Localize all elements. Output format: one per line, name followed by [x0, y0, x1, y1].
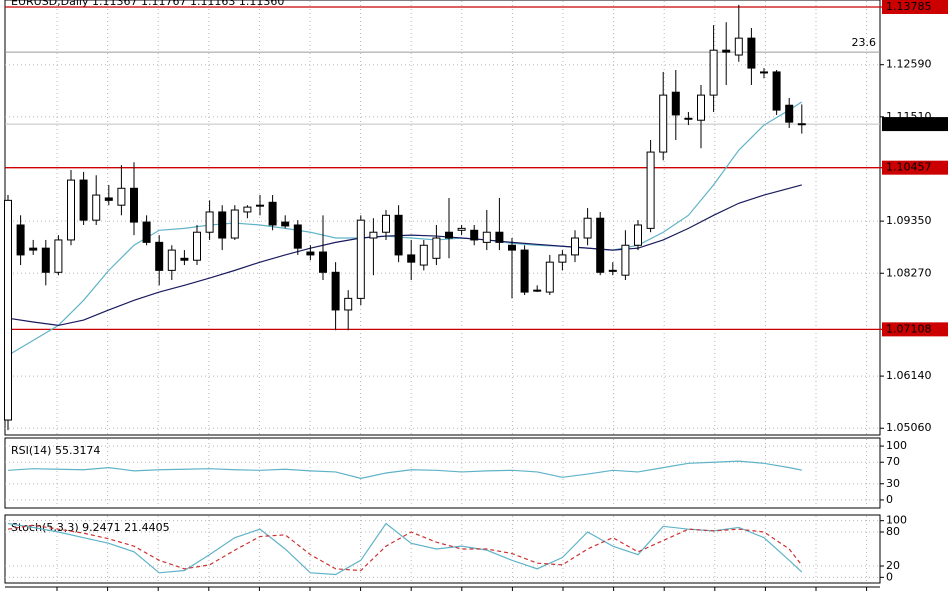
candle-body [608, 269, 617, 272]
candle-body [747, 37, 756, 69]
y-tick-label: 100 [886, 514, 907, 527]
y-tick-label: 0 [886, 493, 893, 506]
panel-title: EURUSD,Daily 1.11367 1.11767 1.11163 1.1… [11, 0, 284, 8]
moving-average [7, 101, 803, 356]
candle-body [180, 257, 189, 261]
candle-body [646, 151, 655, 229]
indicator-line [7, 524, 803, 572]
candle-body [558, 254, 567, 263]
candle-body [331, 271, 340, 311]
candle-body [41, 247, 50, 273]
panel-frame [4, 514, 881, 584]
candle-body [671, 91, 680, 116]
candle-body [142, 221, 151, 243]
candle-body [218, 211, 227, 239]
last-price-label: 1.11360 [886, 117, 932, 130]
candle-body [697, 94, 705, 121]
candle-body [243, 206, 252, 213]
level-label-box [882, 322, 948, 337]
y-tick-label: 1.06140 [886, 369, 932, 382]
candle-body [230, 209, 239, 239]
panel-frame [4, 437, 881, 509]
y-tick-label: 1.12590 [886, 58, 932, 71]
candle-body [16, 224, 25, 256]
y-tick-label: 70 [886, 455, 900, 468]
candle-body [130, 187, 138, 223]
candle-body [634, 224, 642, 246]
moving-average [7, 184, 802, 327]
panel-title: RSI(14) 55.3174 [11, 444, 100, 457]
candle-body [394, 214, 403, 256]
y-tick-label: 1.08270 [886, 266, 932, 279]
level-label-box [882, 0, 948, 15]
y-tick-label: 30 [886, 477, 900, 490]
candle-body [482, 231, 491, 243]
candle-body [4, 199, 12, 421]
candle-body [117, 187, 126, 206]
candle-body [457, 227, 466, 231]
candle-body [306, 251, 315, 256]
candle-body [520, 249, 529, 293]
candle-body [596, 217, 605, 273]
indicator-line [7, 522, 803, 576]
candle-body [785, 104, 794, 123]
fib-label: 23.6 [852, 36, 877, 49]
candle-body [256, 204, 264, 207]
y-tick-label: 20 [886, 559, 900, 572]
candle-body [583, 217, 592, 239]
y-tick-label: 0 [886, 570, 893, 583]
candle-body [205, 211, 214, 233]
y-tick-label: 100 [886, 439, 907, 452]
level-label: 1.13785 [886, 0, 932, 13]
candle-body [571, 237, 579, 256]
candle-body [772, 71, 781, 111]
candle-body [268, 201, 277, 226]
candle-body [92, 194, 101, 221]
candle-body [797, 123, 806, 126]
candle-body [79, 179, 88, 221]
candle-body [407, 254, 416, 263]
candle-body [545, 261, 554, 293]
candle-body [382, 214, 390, 233]
candle-body [281, 221, 290, 227]
candle-body [67, 179, 75, 241]
candle-body [167, 249, 176, 271]
candle-body [293, 224, 302, 249]
y-tick-label: 1.09350 [886, 214, 932, 227]
candle-body [508, 244, 516, 251]
candle-body [495, 231, 504, 243]
candle-body [29, 247, 38, 251]
candle-body [445, 231, 453, 239]
candle-body [104, 197, 113, 201]
candle-body [734, 37, 743, 56]
candle-body [344, 297, 353, 311]
candle-body [155, 241, 164, 271]
candle-body [659, 94, 668, 153]
candle-body [432, 237, 441, 259]
candle-body [684, 117, 693, 120]
candle-body [54, 239, 63, 273]
candle-body [369, 231, 378, 239]
candle-body [319, 251, 327, 273]
candle-body [193, 231, 201, 261]
level-label-box [882, 160, 948, 175]
level-label: 1.07108 [886, 322, 932, 335]
level-label: 1.10457 [886, 161, 932, 174]
last-price-box [882, 117, 948, 132]
candle-body [419, 244, 428, 266]
indicator-line [7, 460, 802, 480]
y-tick-label: 1.05060 [886, 421, 932, 434]
y-tick-label: 80 [886, 525, 900, 538]
candle-body [621, 244, 630, 276]
candle-body [760, 71, 768, 74]
candle-body [722, 49, 731, 53]
candle-body [533, 289, 542, 292]
candle-body [709, 49, 718, 96]
candle-body [356, 219, 365, 299]
candle-body [470, 229, 479, 241]
